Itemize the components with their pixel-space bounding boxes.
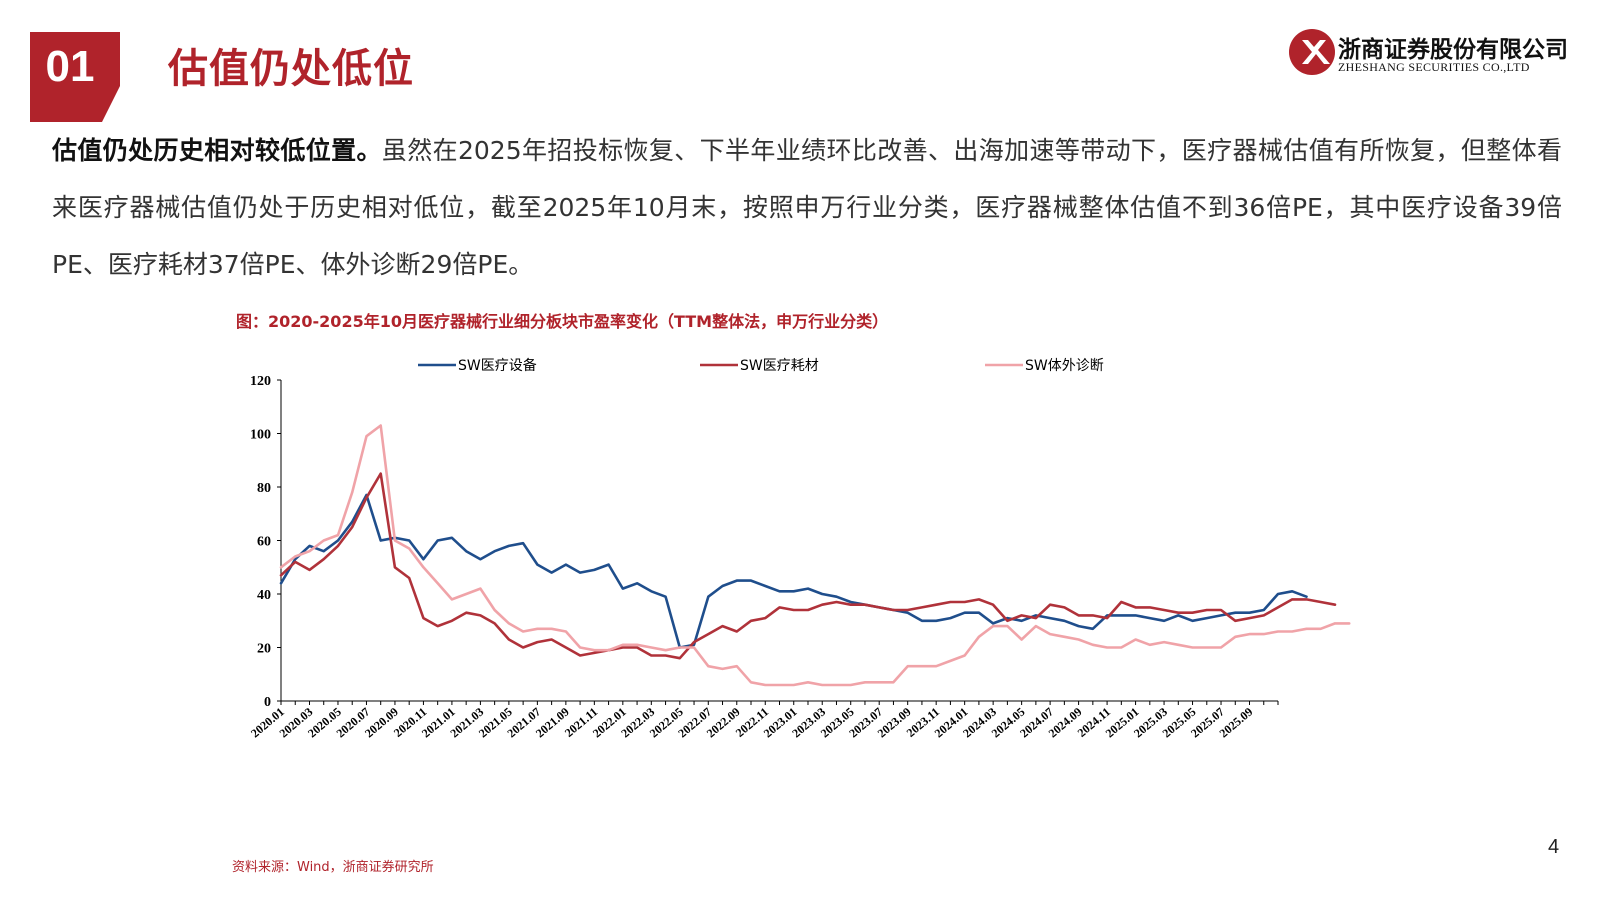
brand-logo: 浙商证券股份有限公司 ZHESHANG SECURITIES CO.,LTD — [1288, 28, 1578, 78]
y-tick-label: 100 — [250, 428, 271, 443]
y-tick-label: 120 — [250, 374, 271, 389]
y-tick-label: 80 — [257, 481, 271, 496]
y-tick-label: 40 — [257, 588, 271, 603]
series-line-2 — [279, 472, 1337, 660]
brand-name-cn: 浙商证券股份有限公司 — [1338, 37, 1568, 63]
y-tick-label: 0 — [264, 695, 271, 710]
page-title: 估值仍处低位 — [168, 46, 414, 92]
section-badge: 01 — [30, 32, 120, 122]
legend-label: SW体外诊断 — [1025, 358, 1104, 374]
intro-body: 虽然在2025年招投标恢复、下半年业绩环比改善、出海加速等带动下，医疗器械估值有… — [52, 136, 1562, 279]
chart-caption: 图：2020-2025年10月医疗器械行业细分板块市盈率变化（TTM整体法，申万… — [236, 312, 889, 331]
brand-name-en: ZHESHANG SECURITIES CO.,LTD — [1338, 60, 1530, 74]
page-number: 4 — [1548, 836, 1560, 858]
brand-mark-icon — [1289, 29, 1335, 75]
intro-lead: 估值仍处历史相对较低位置。 — [52, 136, 382, 165]
intro-paragraph: 估值仍处历史相对较低位置。虽然在2025年招投标恢复、下半年业绩环比改善、出海加… — [52, 122, 1562, 293]
y-tick-label: 20 — [257, 642, 271, 657]
series-line-1 — [279, 493, 1308, 649]
legend-label: SW医疗设备 — [458, 357, 537, 374]
source-note: 资料来源：Wind，浙商证券研究所 — [232, 860, 434, 875]
series-line-3 — [279, 424, 1351, 687]
legend-label: SW医疗耗材 — [740, 358, 819, 374]
y-tick-label: 60 — [257, 535, 271, 550]
section-number: 01 — [45, 42, 95, 91]
